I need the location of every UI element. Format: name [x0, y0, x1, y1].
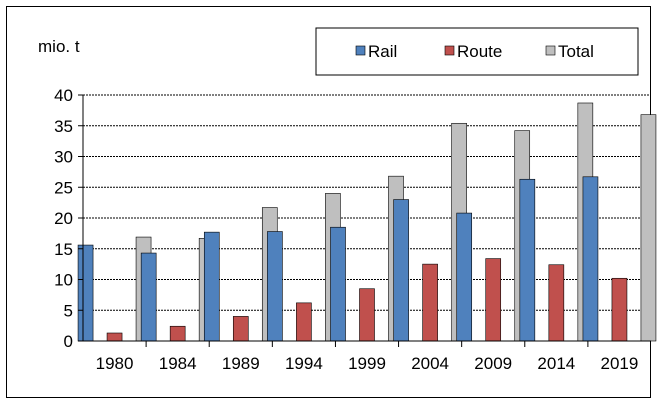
x-tick-label: 1994: [285, 354, 323, 373]
bar-total-2019: [640, 114, 657, 342]
legend-swatch-total: [545, 45, 556, 56]
bar-rail-1989: [203, 231, 220, 342]
legend-label-route: Route: [457, 42, 502, 61]
bar-rail-1984: [140, 252, 157, 342]
bar-rail-1980: [77, 244, 94, 342]
y-tick-label: 20: [54, 209, 73, 228]
x-tick-label: 1984: [159, 354, 197, 373]
bar-rail-1999: [330, 226, 346, 342]
legend-swatch-route: [444, 45, 455, 56]
x-tick-label: 1989: [222, 354, 260, 373]
legend-label-rail: Rail: [368, 42, 397, 61]
bar-rail-2004: [393, 199, 409, 342]
bar-route-1984: [169, 325, 186, 342]
bar-rail-2014: [519, 178, 536, 342]
bar-route-2004: [422, 263, 438, 342]
y-tick-label: 10: [54, 271, 73, 290]
x-tick-label: 2019: [601, 354, 639, 373]
bar-rail-1994: [267, 231, 283, 342]
legend-label-total: Total: [558, 42, 594, 61]
x-tick-label: 1980: [96, 354, 134, 373]
y-tick-label: 40: [54, 86, 73, 105]
x-tick-label: 2009: [474, 354, 512, 373]
y-axis-label: mio. t: [38, 37, 80, 56]
bar-route-2014: [548, 264, 565, 342]
legend: Rail Route Total: [315, 27, 639, 76]
x-tick-label: 1999: [348, 354, 386, 373]
y-tick-label: 0: [64, 332, 73, 351]
y-tick-label: 25: [54, 178, 73, 197]
legend-box: [315, 27, 639, 76]
legend-swatch-rail: [355, 45, 366, 56]
bar-route-1980: [106, 332, 123, 342]
bar-route-2019: [611, 277, 628, 342]
x-tick-label: 2004: [411, 354, 449, 373]
bar-route-1989: [232, 316, 249, 342]
bar-rail-2009: [456, 212, 473, 342]
bar-route-2009: [485, 258, 502, 342]
y-tick-label: 30: [54, 148, 73, 167]
bar-route-1999: [359, 288, 375, 342]
y-tick-label: 15: [54, 240, 73, 259]
y-tick-label: 35: [54, 117, 73, 136]
bar-route-1994: [296, 302, 312, 342]
x-tick-label: 2014: [537, 354, 575, 373]
bar-rail-2019: [582, 176, 599, 342]
y-tick-label: 5: [64, 301, 73, 320]
